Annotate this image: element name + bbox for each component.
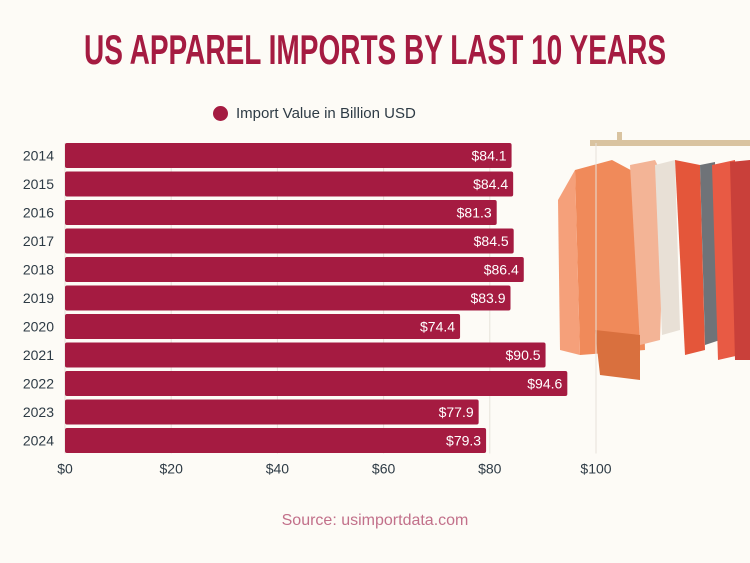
y-tick-label: 2016 (23, 205, 54, 221)
data-label: $83.9 (470, 290, 505, 306)
bar (65, 371, 568, 396)
legend: Import Value in Billion USD (213, 105, 416, 122)
chart-title-text: US APPAREL IMPORTS BY LAST 10 YEARS (84, 26, 666, 73)
bar (65, 314, 461, 339)
data-label: $77.9 (439, 404, 474, 420)
bar (65, 228, 514, 254)
y-tick-label: 2020 (23, 319, 54, 335)
y-tick-label: 2014 (23, 148, 54, 164)
bar (65, 257, 524, 282)
bar (65, 200, 497, 225)
data-label: $94.6 (527, 376, 562, 392)
x-tick-label: $0 (57, 461, 73, 477)
x-tick-label: $80 (478, 461, 502, 477)
x-tick-label: $20 (160, 461, 184, 477)
x-tick-label: $40 (266, 461, 290, 477)
y-tick-label: 2018 (23, 262, 54, 278)
bar (65, 285, 511, 311)
chart-title: US APPAREL IMPORTS BY LAST 10 YEARS (84, 26, 666, 73)
data-label: $84.5 (474, 233, 509, 249)
data-label: $81.3 (457, 205, 492, 221)
bar (65, 143, 512, 168)
bar (65, 399, 479, 425)
data-label: $84.4 (473, 176, 508, 192)
y-tick-label: 2023 (23, 404, 54, 420)
data-label: $86.4 (484, 262, 519, 278)
data-label: $84.1 (472, 148, 507, 164)
y-tick-label: 2021 (23, 347, 54, 363)
y-tick-label: 2024 (23, 433, 54, 449)
x-tick-label: $100 (580, 461, 611, 477)
data-label: $79.3 (446, 433, 481, 449)
clothing-rack-image (558, 132, 750, 380)
bar (65, 428, 487, 453)
y-tick-label: 2017 (23, 233, 54, 249)
y-tick-label: 2015 (23, 176, 54, 192)
source-note: Source: usimportdata.com (281, 512, 469, 529)
legend-swatch (213, 106, 228, 121)
x-tick-label: $60 (372, 461, 396, 477)
y-tick-label: 2019 (23, 290, 54, 306)
data-label: $90.5 (506, 347, 541, 363)
y-tick-label: 2022 (23, 376, 54, 392)
data-label: $74.4 (420, 319, 455, 335)
bar (65, 342, 546, 368)
legend-label: Import Value in Billion USD (236, 105, 416, 122)
bar (65, 171, 514, 197)
